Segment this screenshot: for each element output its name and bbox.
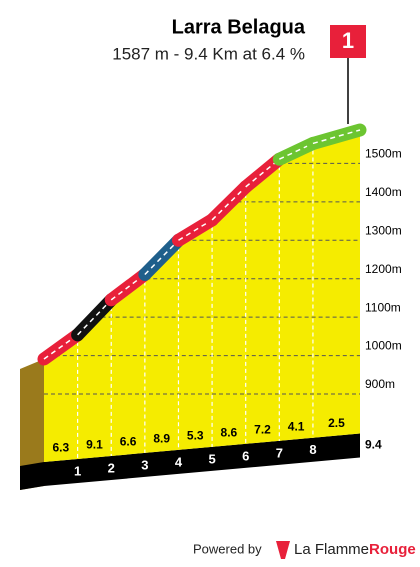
road-centerline	[245, 158, 280, 188]
x-tick-label: 8	[309, 442, 316, 457]
x-tick-label: 4	[175, 454, 183, 469]
gradient-label: 7.2	[254, 423, 271, 437]
gradient-label: 8.9	[153, 432, 170, 446]
flag	[330, 25, 366, 58]
road-centerline	[178, 219, 213, 241]
flag-label: 1	[342, 28, 354, 53]
road-centerline	[110, 273, 146, 301]
road-centerline	[211, 186, 247, 221]
y-tick-label: 1100m	[365, 300, 401, 314]
end-distance: 9.4	[365, 438, 382, 452]
base-strip	[20, 433, 360, 490]
front-face	[20, 359, 44, 490]
chart-subtitle: 1587 m - 9.4 Km at 6.4 %	[112, 44, 305, 63]
gradient-label: 2.5	[328, 416, 345, 430]
road-centerline	[77, 299, 112, 336]
gradient-label: 6.3	[52, 441, 69, 455]
y-tick-label: 1200m	[365, 262, 402, 276]
x-tick-label: 2	[108, 460, 115, 475]
gradient-label: 4.1	[288, 419, 305, 433]
road-centerline	[312, 129, 361, 145]
powered-by: Powered by	[193, 541, 262, 556]
road-centerline	[144, 239, 180, 276]
logo-icon	[276, 541, 290, 559]
x-tick-label: 1	[74, 463, 81, 478]
y-tick-label: 1500m	[365, 147, 402, 161]
x-tick-label: 6	[242, 448, 249, 463]
brand-light: La Flamme	[294, 541, 369, 558]
x-tick-label: 3	[141, 457, 148, 472]
y-tick-label: 1300m	[365, 223, 402, 237]
chart-title: Larra Belagua	[172, 16, 306, 38]
x-tick-label: 5	[208, 451, 215, 466]
gradient-label: 8.6	[221, 426, 238, 440]
gradient-label: 6.6	[120, 435, 137, 449]
y-tick-label: 1400m	[365, 185, 402, 199]
gradient-label: 9.1	[86, 438, 103, 452]
brand-bold: Rouge	[369, 541, 416, 558]
profile-area	[44, 129, 360, 462]
brand: La FlammeRouge	[294, 541, 416, 558]
y-tick-label: 1000m	[365, 339, 402, 353]
x-tick-label: 7	[276, 445, 283, 460]
road-centerline	[43, 334, 79, 360]
plot: 900m 1000m 1100m 1200m 1300m 1400m 1500m 1 2 3 4 5 6…	[20, 58, 402, 490]
y-tick-label: 900m	[365, 377, 395, 391]
gradient-label: 5.3	[187, 429, 204, 443]
